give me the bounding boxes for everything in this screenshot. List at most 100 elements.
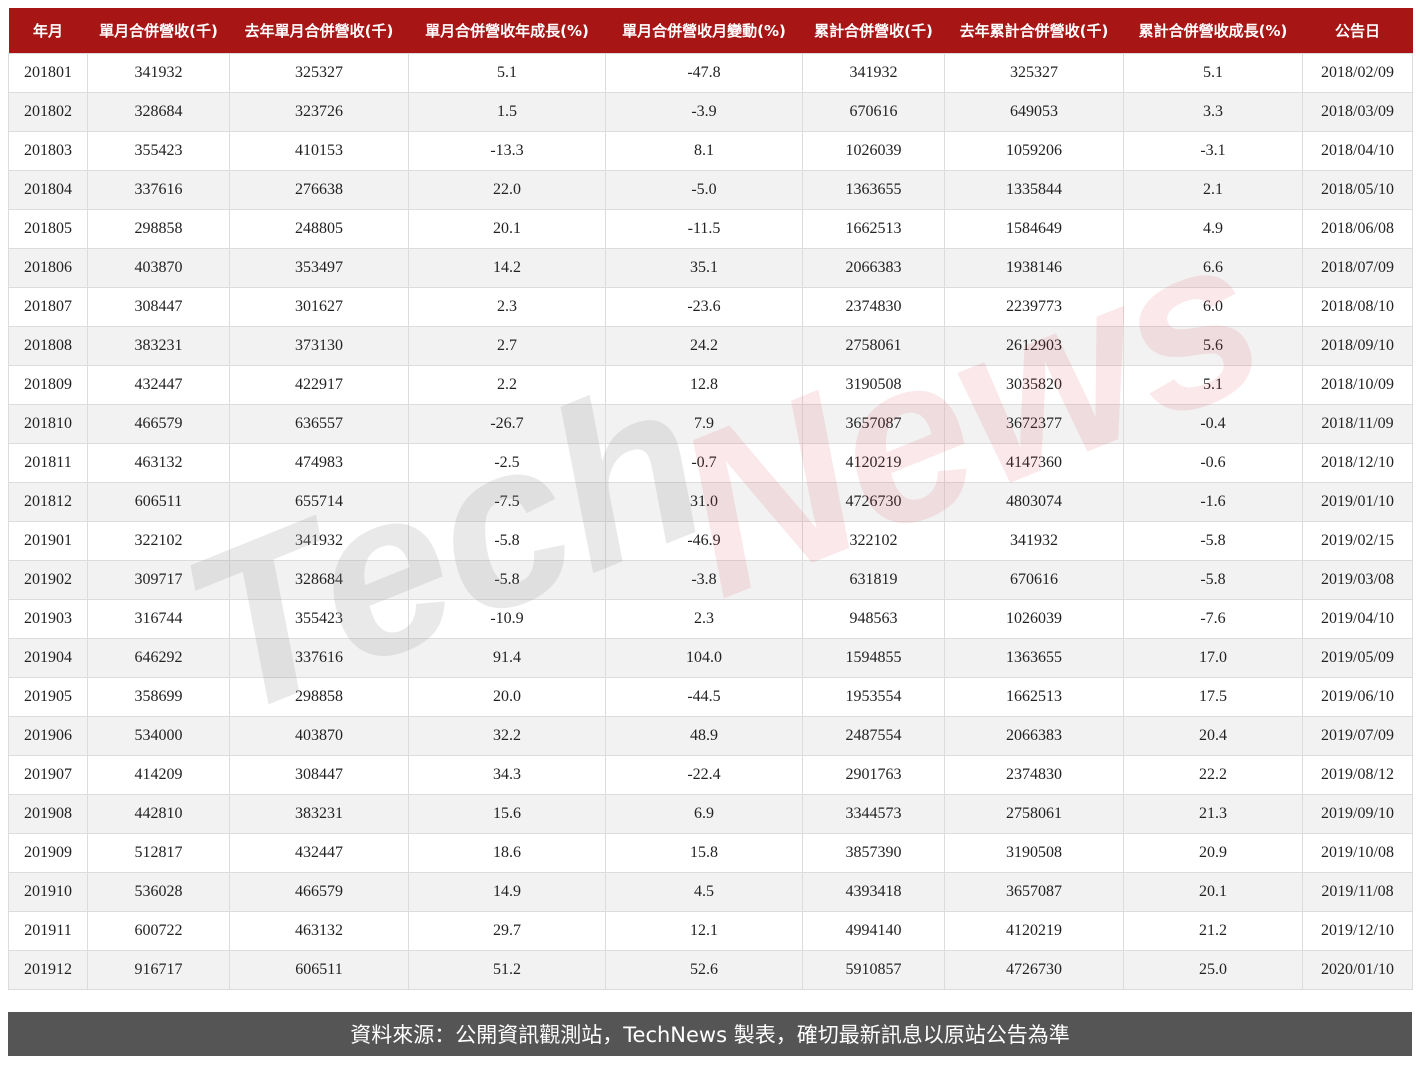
table-cell: 355423 — [229, 599, 409, 639]
table-row: 201901 322102 341932 -5.8 -46.9 322102 341932-… — [8, 521, 1413, 561]
table-cell: 373130 — [229, 326, 409, 366]
table-cell: 2.7 — [408, 326, 606, 366]
table-cell: 1662513 — [944, 677, 1124, 717]
table-cell: 5.1 — [1123, 365, 1303, 405]
table-cell: 20.1 — [1123, 872, 1303, 912]
table-cell: 646292 — [87, 638, 230, 678]
table-row: 201811 463132 474983 -2.5 -0.7 4120219 4147360… — [8, 443, 1413, 483]
table-cell: 358699 — [87, 677, 230, 717]
column-header: 累計合併營收(千) — [802, 8, 945, 54]
table-cell: -46.9 — [605, 521, 803, 561]
table-cell: 1363655 — [802, 170, 945, 210]
table-cell: 248805 — [229, 209, 409, 249]
table-cell: 353497 — [229, 248, 409, 288]
table-row: 201801 341932 325327 5.1 -47.8 341932 325327 5.… — [8, 53, 1413, 93]
table-cell: 3657087 — [944, 872, 1124, 912]
table-cell: 201911 — [8, 911, 88, 951]
table-cell: 466579 — [229, 872, 409, 912]
table-cell: 201907 — [8, 755, 88, 795]
table-cell: 5.6 — [1123, 326, 1303, 366]
table-cell: 2018/08/10 — [1302, 287, 1413, 327]
table-cell: 3344573 — [802, 794, 945, 834]
table-row: 201908 442810 383231 15.6 6.9 3344573 2758061 2… — [8, 794, 1413, 834]
table-cell: 322102 — [87, 521, 230, 561]
table-cell: 414209 — [87, 755, 230, 795]
source-footer: 資料來源：公開資訊觀測站，TechNews 製表，確切最新訊息以原站公告為準 — [8, 1012, 1412, 1056]
table-cell: 534000 — [87, 716, 230, 756]
table-cell: -3.9 — [605, 92, 803, 132]
table-cell: 308447 — [87, 287, 230, 327]
table-cell: -23.6 — [605, 287, 803, 327]
table-cell: 463132 — [229, 911, 409, 951]
table-cell: 5.1 — [1123, 53, 1303, 93]
table-cell: -5.8 — [408, 560, 606, 600]
table-cell: 201909 — [8, 833, 88, 873]
table-cell: 51.2 — [408, 950, 606, 990]
table-cell: 328684 — [87, 92, 230, 132]
table-cell: 2066383 — [944, 716, 1124, 756]
table-cell: 422917 — [229, 365, 409, 405]
table-cell: -10.9 — [408, 599, 606, 639]
table-cell: 6.6 — [1123, 248, 1303, 288]
table-cell: 948563 — [802, 599, 945, 639]
table-cell: 403870 — [87, 248, 230, 288]
table-row: 201804 337616 276638 22.0 -5.0 1363655 1335844… — [8, 170, 1413, 210]
table-cell: 1662513 — [802, 209, 945, 249]
table-cell: 91.4 — [408, 638, 606, 678]
table-row: 201905 358699 298858 20.0 -44.5 1953554 166251… — [8, 677, 1413, 717]
table-cell: 2758061 — [944, 794, 1124, 834]
table-cell: 7.9 — [605, 404, 803, 444]
table-cell: 31.0 — [605, 482, 803, 522]
table-cell: 201808 — [8, 326, 88, 366]
table-cell: 606511 — [87, 482, 230, 522]
table-cell: 383231 — [229, 794, 409, 834]
table-cell: 2374830 — [944, 755, 1124, 795]
table-cell: 2018/05/10 — [1302, 170, 1413, 210]
table-cell: 3672377 — [944, 404, 1124, 444]
table-cell: 600722 — [87, 911, 230, 951]
table-cell: 2019/10/08 — [1302, 833, 1413, 873]
table-cell: 15.6 — [408, 794, 606, 834]
table-cell: 655714 — [229, 482, 409, 522]
table-cell: 12.8 — [605, 365, 803, 405]
table-cell: 201809 — [8, 365, 88, 405]
table-cell: 328684 — [229, 560, 409, 600]
table-cell: 1059206 — [944, 131, 1124, 171]
table-cell: -26.7 — [408, 404, 606, 444]
table-cell: 4994140 — [802, 911, 945, 951]
table-row: 201806 403870 353497 14.2 35.1 2066383 1938146… — [8, 248, 1413, 288]
table-cell: 2018/07/09 — [1302, 248, 1413, 288]
table-cell: 201803 — [8, 131, 88, 171]
table-cell: 35.1 — [605, 248, 803, 288]
table-row: 201912 916717 606511 51.2 52.6 5910857 4726730… — [8, 950, 1413, 990]
table-cell: -3.8 — [605, 560, 803, 600]
table-cell: 201811 — [8, 443, 88, 483]
table-cell: 323726 — [229, 92, 409, 132]
table-cell: 2018/09/10 — [1302, 326, 1413, 366]
table-row: 201903 316744 355423 -10.9 2.3 948563 1026039-… — [8, 599, 1413, 639]
table-row: 201911 600722 463132 29.7 12.1 4994140 4120219… — [8, 911, 1413, 951]
table-cell: 631819 — [802, 560, 945, 600]
table-cell: 2019/05/09 — [1302, 638, 1413, 678]
table-cell: 325327 — [229, 53, 409, 93]
table-cell: 2018/11/09 — [1302, 404, 1413, 444]
table-cell: 2019/06/10 — [1302, 677, 1413, 717]
table-cell: 4120219 — [802, 443, 945, 483]
table-cell: 2758061 — [802, 326, 945, 366]
table-cell: 1594855 — [802, 638, 945, 678]
table-cell: 355423 — [87, 131, 230, 171]
table-cell: 3857390 — [802, 833, 945, 873]
table-cell: 2019/01/10 — [1302, 482, 1413, 522]
table-cell: 410153 — [229, 131, 409, 171]
table-cell: 201804 — [8, 170, 88, 210]
table-cell: -0.6 — [1123, 443, 1303, 483]
table-cell: 201904 — [8, 638, 88, 678]
table-cell: 201801 — [8, 53, 88, 93]
table-cell: 670616 — [802, 92, 945, 132]
table-cell: 1584649 — [944, 209, 1124, 249]
table-cell: 3.3 — [1123, 92, 1303, 132]
table-cell: 2019/02/15 — [1302, 521, 1413, 561]
table-cell: 2019/03/08 — [1302, 560, 1413, 600]
table-cell: 2.3 — [605, 599, 803, 639]
table-cell: 201902 — [8, 560, 88, 600]
